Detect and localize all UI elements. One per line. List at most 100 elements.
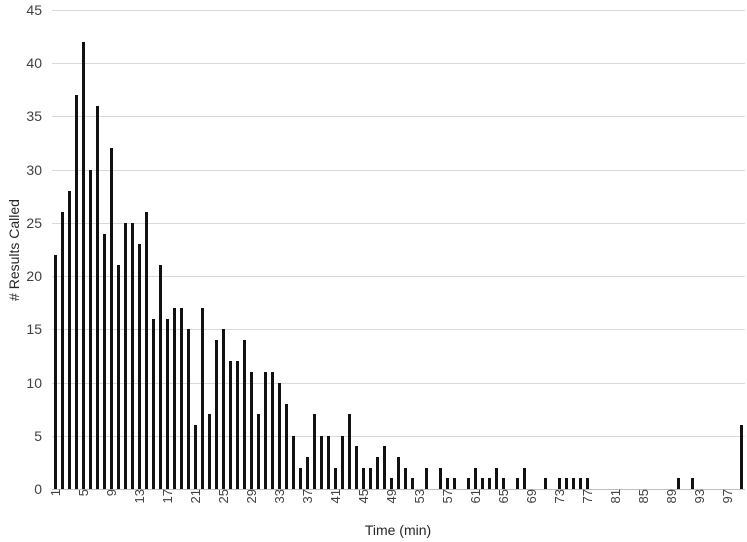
bar [124,222,127,489]
bar [523,467,526,489]
x-tick-label: 21 [187,489,203,504]
x-tick-label: 57 [439,489,455,504]
bar [187,329,190,489]
bar [222,329,225,489]
x-tick-label: 13 [131,489,147,504]
gridline [52,276,745,278]
bar [565,478,568,489]
bar [516,478,519,489]
y-axis-title: # Results Called [6,199,22,301]
bar [110,148,113,489]
bar [61,212,64,489]
bar [425,467,428,489]
bar [362,467,365,489]
bar [285,403,288,489]
x-axis-title: Time (min) [364,522,432,538]
x-tick-label: 9 [103,489,119,497]
bar [264,371,267,489]
x-axis-line [52,489,745,490]
y-tick-label: 0 [34,481,42,497]
bar [334,467,337,489]
bar [383,446,386,489]
bar [152,318,155,489]
bar [369,467,372,489]
x-tick-label: 25 [215,489,231,504]
x-tick-label: 77 [579,489,595,504]
bar [229,361,232,489]
bar [488,478,491,489]
x-tick-label: 89 [663,489,679,504]
bar [208,414,211,489]
bar [474,467,477,489]
bar [257,414,260,489]
x-tick-label: 81 [607,489,623,504]
x-tick-label: 93 [691,489,707,504]
x-tick-label: 41 [327,489,343,504]
bar [740,425,743,489]
bar [446,478,449,489]
bar [544,478,547,489]
bar [397,457,400,489]
bar [355,446,358,489]
bar [376,457,379,489]
bar [96,105,99,489]
bar [82,41,85,489]
bar [145,212,148,489]
bar [439,467,442,489]
x-tick-label: 97 [719,489,735,504]
bar [404,467,407,489]
x-tick-label: 1 [47,489,63,497]
bar [467,478,470,489]
bar [313,414,316,489]
gridline [52,222,745,224]
bar [89,169,92,489]
y-tick-label: 25 [26,214,42,231]
bar [481,478,484,489]
bar [250,371,253,489]
bar [138,244,141,489]
y-tick-label: 10 [26,374,42,391]
bar [68,190,71,489]
gridline [52,382,745,384]
bar [159,265,162,489]
x-tick-label: 85 [635,489,651,504]
x-tick-label: 69 [523,489,539,504]
bar [411,478,414,489]
bar [495,467,498,489]
y-tick-label: 40 [26,55,42,72]
gridline [52,169,745,171]
bar [131,222,134,489]
gridline [52,10,745,11]
bar [572,478,575,489]
bar [54,254,57,489]
bar [201,308,204,489]
bar [558,478,561,489]
bar [173,308,176,489]
bar [677,478,680,489]
y-tick-label: 20 [26,268,42,285]
y-tick-label: 30 [26,161,42,178]
x-tick-label: 53 [411,489,427,504]
bar [292,435,295,489]
x-tick-label: 65 [495,489,511,504]
gridline [52,116,745,118]
bar [75,95,78,489]
bar [180,308,183,489]
bar [341,435,344,489]
bar [502,478,505,489]
x-tick-label: 17 [159,489,175,504]
x-tick-label: 33 [271,489,287,504]
y-tick-label: 45 [26,2,42,18]
x-tick-label: 5 [75,489,91,497]
bar [236,361,239,489]
bar [586,478,589,489]
gridline [52,63,745,65]
x-tick-label: 29 [243,489,259,504]
bar [278,382,281,489]
y-tick-label: 5 [34,427,42,444]
x-tick-label: 45 [355,489,371,504]
bar [579,478,582,489]
bar [390,478,393,489]
bar [117,265,120,489]
bar [691,478,694,489]
